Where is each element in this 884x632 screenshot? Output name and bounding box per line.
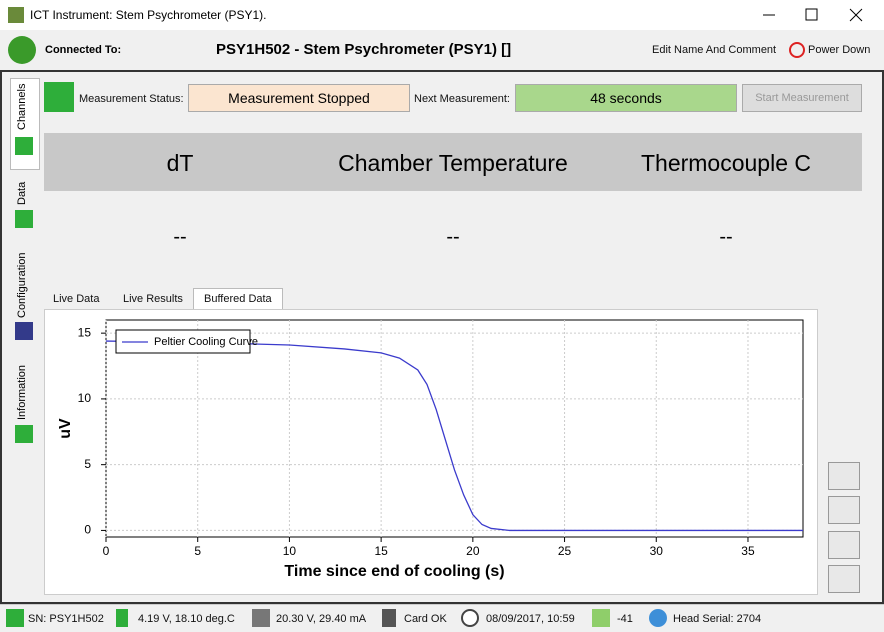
y-tick-label: 5: [84, 457, 91, 471]
status-item: -41: [617, 613, 633, 625]
x-tick-label: 25: [558, 544, 572, 558]
power-button[interactable]: Power Down: [788, 44, 870, 56]
app-icon: [8, 7, 24, 23]
status-icon: [592, 609, 610, 627]
series-line: [105, 340, 803, 532]
side-tab-label[interactable]: Information: [16, 364, 28, 420]
next-measurement: 48 seconds: [515, 84, 737, 112]
x-tick-label: 20: [466, 544, 480, 558]
next-label: Next Measurement:: [414, 93, 510, 105]
x-tick-label: 10: [283, 544, 297, 558]
tab-icon: [15, 137, 33, 155]
header: [0, 30, 884, 70]
measurement-status: Measurement Stopped: [188, 84, 410, 112]
info-icon: [44, 82, 74, 112]
status-item: 08/09/2017, 10:59: [486, 613, 575, 625]
title-bar: [0, 0, 884, 30]
reading-value: --: [719, 226, 733, 248]
status-icon: [649, 609, 667, 627]
power-icon: [789, 42, 805, 58]
side-button[interactable]: [828, 531, 860, 559]
y-tick-label: 0: [84, 523, 91, 537]
side-tab-label[interactable]: Channels: [16, 83, 28, 130]
column-header: Chamber Temperature: [338, 150, 568, 176]
edit-label[interactable]: Edit Name And Comment: [652, 44, 777, 56]
window-title: ICT Instrument: Stem Psychrometer (PSY1)…: [30, 8, 267, 22]
chart-tab[interactable]: Live Results: [123, 293, 183, 305]
y-axis-label: uV: [57, 418, 74, 439]
reading-value: --: [173, 226, 187, 248]
status-item: SN: PSY1H502: [28, 613, 104, 625]
column-header: Thermocouple C: [640, 150, 812, 176]
y-tick-label: 15: [78, 325, 92, 339]
x-tick-label: 0: [103, 544, 110, 558]
plot-area: [105, 319, 804, 538]
x-tick-label: 5: [194, 544, 201, 558]
status-icon: [116, 609, 128, 627]
side-tab-label[interactable]: Configuration: [16, 252, 28, 318]
status-icon: [382, 609, 396, 627]
chart-tab[interactable]: Live Data: [53, 293, 100, 305]
edit-button[interactable]: Edit Name And Comment: [630, 44, 776, 56]
side-button[interactable]: [828, 462, 860, 490]
x-tick-label: 35: [741, 544, 755, 558]
connected-label: Connected To:: [45, 44, 122, 56]
legend-box: [115, 329, 251, 354]
status-item: Head Serial: 2704: [673, 613, 762, 625]
connection-icon: [8, 36, 36, 64]
x-axis-label: Time since end of cooling (s): [284, 563, 504, 580]
start-button[interactable]: Start Measurement: [742, 84, 862, 112]
tab-icon: [15, 210, 33, 228]
x-tick-label: 30: [650, 544, 664, 558]
reading-value: --: [446, 226, 460, 248]
status-item: 4.19 V, 18.10 deg.C: [138, 613, 235, 625]
status-item: 20.30 V, 29.40 mA: [276, 613, 367, 625]
measurement-label: Measurement Status:: [79, 93, 184, 105]
status-icon: [461, 609, 479, 627]
power-label[interactable]: Power Down: [808, 44, 871, 56]
readings-header: [44, 133, 862, 191]
side-button[interactable]: [828, 496, 860, 524]
legend-label: Peltier Cooling Curve: [154, 336, 258, 348]
status-item: Card OK: [404, 613, 447, 625]
tab-icon: [15, 322, 33, 340]
window-controls[interactable]: [750, 0, 884, 30]
chart: 0 5 10 15 20 25 30 35 0 5 10 15 Time since end of co…: [57, 319, 804, 580]
y-tick-label: 10: [78, 391, 92, 405]
chart-tab-active[interactable]: Buffered Data: [193, 288, 283, 309]
device-name: PSY1H502 - Stem Psychrometer (PSY1) []: [216, 41, 512, 58]
status-icon: [252, 609, 270, 627]
tab-icon: [15, 425, 33, 443]
status-icon: [6, 609, 24, 627]
side-button[interactable]: [828, 565, 860, 593]
column-header: dT: [166, 150, 194, 176]
x-tick-label: 15: [374, 544, 388, 558]
status-bar: [0, 604, 884, 632]
side-tab-label[interactable]: Data: [16, 181, 28, 205]
